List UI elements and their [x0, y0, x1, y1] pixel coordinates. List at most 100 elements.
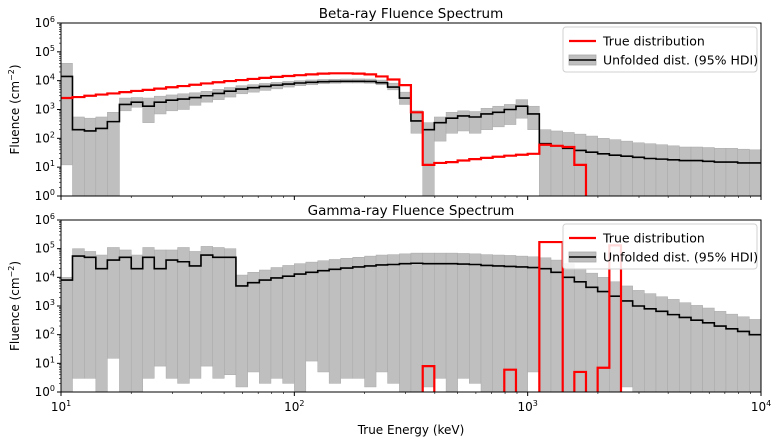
hdi-bin: [434, 252, 447, 379]
hdi-bin: [189, 251, 202, 379]
hdi-bin: [130, 254, 143, 392]
tick-base: 10: [51, 400, 66, 414]
hdi-bin: [714, 311, 727, 392]
hdi-bin: [714, 148, 727, 196]
hdi-bin: [189, 92, 202, 106]
hdi-bin: [725, 313, 738, 392]
hdi-bin: [585, 135, 598, 196]
y-tick-label: 105: [35, 44, 55, 59]
hdi-bin: [457, 110, 470, 132]
tick-base: 10: [35, 356, 50, 370]
hdi-bin: [492, 254, 505, 392]
hdi-bin: [574, 133, 587, 196]
tick-exponent: 2: [299, 399, 304, 408]
tick-base: 10: [751, 400, 766, 414]
tick-base: 10: [35, 103, 50, 117]
hdi-bin: [375, 254, 388, 373]
unfolded-series-line: [61, 254, 761, 336]
tick-exponent: 4: [766, 399, 771, 408]
hdi-bin: [620, 140, 633, 196]
y-axis-label: Fluence (cm−2): [7, 64, 22, 154]
hdi-bin: [550, 259, 563, 392]
y-tick-label: 102: [35, 327, 55, 342]
unfolded-series-line: [61, 75, 761, 164]
hdi-bin: [142, 247, 155, 379]
x-axis-label: True Energy (keV): [357, 423, 465, 437]
tick-exponent: 4: [50, 269, 55, 278]
hdi-bin: [72, 248, 85, 379]
tick-exponent: 2: [50, 327, 55, 336]
y-label-sup: −2: [7, 266, 16, 278]
tick-base: 10: [35, 74, 50, 88]
hdi-bin: [387, 254, 400, 384]
hdi-bin: [154, 249, 167, 367]
hdi-bin: [119, 249, 132, 392]
hdi-bin: [737, 148, 750, 196]
x-tick-label: 104: [751, 399, 771, 414]
hdi-bin: [504, 255, 517, 392]
tick-exponent: 3: [533, 399, 538, 408]
tick-exponent: 0: [50, 188, 55, 197]
hdi-bin: [200, 90, 213, 103]
tick-exponent: 5: [50, 44, 55, 53]
hdi-bin: [434, 116, 447, 142]
hdi-bin: [749, 319, 761, 392]
hdi-bin: [515, 99, 528, 119]
y-tick-label: 104: [35, 73, 55, 88]
legend-label: True distribution: [602, 34, 705, 49]
y-tick-label: 103: [35, 102, 55, 117]
tick-base: 10: [35, 160, 50, 174]
tick-exponent: 2: [50, 130, 55, 139]
legend-box: [562, 26, 758, 73]
tick-base: 10: [35, 213, 50, 227]
tick-base: 10: [35, 270, 50, 284]
tick-exponent: 3: [50, 298, 55, 307]
hdi-bin: [632, 142, 645, 196]
y-tick-label: 102: [35, 130, 55, 145]
tick-base: 10: [35, 385, 50, 399]
legend-label: Unfolded dist. (95% HDI): [603, 53, 758, 68]
hdi-bin: [165, 94, 178, 112]
hdi-bin: [539, 129, 552, 196]
tick-base: 10: [517, 400, 532, 414]
x-tick-label: 102: [284, 399, 304, 414]
hdi-bin: [410, 110, 423, 134]
tick-base: 10: [35, 299, 50, 313]
plot-area: [61, 240, 761, 392]
hdi-bin: [457, 253, 470, 379]
hdi-bin: [609, 281, 622, 392]
y-axis-label: Fluence (cm−2): [7, 261, 22, 351]
chart-title: Beta-ray Fluence Spectrum: [319, 6, 503, 22]
hdi-bin: [445, 252, 458, 392]
hdi-bin: [235, 274, 248, 388]
y-tick-label: 100: [35, 188, 55, 203]
hdi-bin: [574, 268, 587, 392]
hdi-bin: [107, 247, 120, 359]
legend-label: Unfolded dist. (95% HDI): [603, 250, 758, 265]
legend: True distribution Unfolded dist. (95% HDI…: [562, 223, 758, 270]
hdi-bin: [61, 63, 73, 166]
tick-exponent: 6: [50, 15, 55, 24]
hdi-bin: [328, 259, 341, 384]
legend-label: True distribution: [602, 231, 705, 246]
y-tick-label: 100: [35, 384, 55, 399]
hdi-bin: [644, 143, 657, 196]
hdi-bin: [270, 267, 283, 379]
y-label-tail: ): [8, 64, 22, 69]
hdi-bin: [399, 253, 412, 392]
y-tick-label: 105: [35, 241, 55, 256]
tick-exponent: 1: [66, 399, 71, 408]
y-tick-label: 101: [35, 159, 55, 174]
tick-exponent: 1: [50, 159, 55, 168]
hdi-bin: [177, 93, 190, 110]
y-label-main: Fluence (cm: [8, 277, 22, 351]
y-tick-label: 104: [35, 269, 55, 284]
hdi-bin: [469, 111, 482, 134]
hdi-bin: [422, 122, 435, 196]
hdi-bin: [609, 139, 622, 196]
